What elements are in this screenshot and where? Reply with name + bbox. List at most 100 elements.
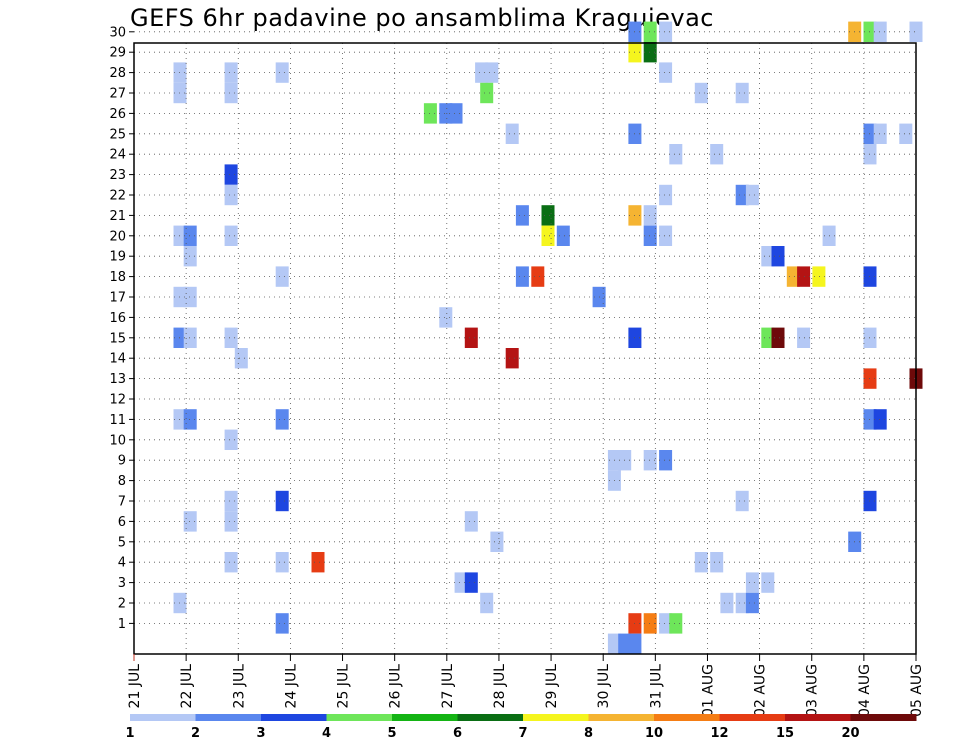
- legend-label: 12: [710, 726, 728, 741]
- legend-swatch: [785, 714, 851, 721]
- y-tick-label: 14: [109, 352, 126, 367]
- heatmap-cell: [183, 409, 197, 430]
- y-tick-label: 26: [109, 107, 126, 122]
- heatmap-cell: [659, 184, 673, 206]
- heatmap-cell: [659, 21, 673, 42]
- y-tick-label: 16: [109, 311, 126, 326]
- legend-swatch: [654, 714, 720, 721]
- x-tick-label: 02 AUG: [753, 664, 769, 717]
- y-tick-label: 1: [118, 617, 126, 632]
- heatmap-cell: [873, 21, 887, 42]
- heatmap-cell: [761, 327, 775, 348]
- heatmap-cell: [183, 225, 197, 246]
- heatmap-cell: [183, 511, 197, 532]
- y-tick-label: 3: [118, 576, 126, 591]
- x-tick-label: 25 JUL: [336, 664, 352, 709]
- legend-swatch: [130, 714, 196, 721]
- heatmap-cell: [659, 450, 673, 471]
- heatmap-cell: [505, 123, 519, 144]
- x-tick-label: 22 JUL: [179, 664, 195, 709]
- legend-swatch: [326, 714, 393, 721]
- heatmap-cell: [873, 409, 887, 430]
- legend-label: 4: [322, 726, 331, 741]
- heatmap-cell: [669, 144, 683, 165]
- y-tick-label: 27: [109, 87, 126, 102]
- heatmap-cell: [556, 225, 570, 246]
- heatmap-cell: [275, 490, 289, 512]
- y-tick-label: 21: [109, 209, 126, 224]
- x-tick-label: 30 JUL: [596, 664, 612, 709]
- legend-label: 3: [256, 726, 265, 741]
- heatmap-cell: [480, 592, 494, 614]
- heatmap-cell: [812, 266, 826, 287]
- legend-label: 1: [125, 726, 134, 741]
- heatmap-cell: [694, 82, 708, 104]
- x-tick-label: 03 AUG: [805, 664, 821, 717]
- plot-frame: [133, 42, 917, 655]
- heatmap-cell: [643, 613, 657, 634]
- heatmap-cell: [275, 409, 289, 430]
- heatmap-cell: [735, 490, 749, 512]
- legend-swatch: [850, 714, 917, 721]
- legend-label: 10: [645, 726, 663, 741]
- y-tick-label: 18: [109, 270, 126, 285]
- heatmap-cell: [224, 552, 238, 573]
- y-tick-label: 4: [118, 556, 126, 571]
- heatmap-cell: [797, 327, 811, 348]
- heatmap-cell: [771, 246, 785, 267]
- legend-label: 8: [584, 726, 593, 741]
- heatmap-cells: [173, 21, 923, 654]
- y-tick-label: 5: [118, 535, 126, 550]
- x-tick-label: 29 JUL: [544, 664, 560, 709]
- y-tick-label: 15: [109, 331, 126, 346]
- x-tick-label: 27 JUL: [440, 664, 456, 709]
- heatmap-cell: [531, 266, 545, 287]
- heatmap-cell: [771, 327, 785, 348]
- heatmap-cell: [643, 225, 657, 246]
- heatmap-cell: [643, 450, 657, 471]
- heatmap-cell: [745, 184, 759, 206]
- legend-label: 6: [453, 726, 462, 741]
- heatmap-cell: [745, 592, 759, 614]
- heatmap-cell: [224, 511, 238, 532]
- chart-title: GEFS 6hr padavine po ansamblima Kragujev…: [130, 4, 714, 32]
- heatmap-cell: [439, 307, 453, 328]
- x-tick-label: 24 JUL: [283, 664, 299, 709]
- heatmap-cell: [643, 42, 657, 63]
- heatmap-cell: [439, 103, 453, 124]
- heatmap-cell: [234, 348, 248, 369]
- grid-lines: [134, 31, 916, 654]
- y-tick-label: 6: [118, 515, 126, 530]
- heatmap-cell: [224, 225, 238, 246]
- heatmap-cell: [710, 552, 724, 573]
- heatmap-cell: [454, 572, 468, 593]
- heatmap-cell: [224, 327, 238, 348]
- legend-swatch: [457, 714, 524, 721]
- y-tick-label: 2: [118, 597, 126, 612]
- heatmap-cell: [735, 184, 749, 206]
- heatmap-cell: [275, 552, 289, 573]
- heatmap-cell: [643, 205, 657, 226]
- legend-swatch: [523, 714, 589, 721]
- heatmap-cell: [659, 62, 673, 83]
- legend-swatch: [195, 714, 262, 721]
- heatmap-cell: [224, 490, 238, 512]
- y-tick-label: 30: [109, 25, 126, 40]
- color-legend: 1 2 3 4 5 6 7 8 10 12 15 20: [125, 714, 917, 741]
- heatmap-cell: [669, 613, 683, 634]
- y-tick-label: 10: [109, 433, 126, 448]
- heatmap-cell: [720, 592, 734, 614]
- heatmap-cell: [224, 429, 238, 450]
- heatmap-cell: [786, 266, 800, 287]
- heatmap-cell: [480, 82, 494, 104]
- heatmap-cell: [541, 205, 555, 226]
- legend-label: 15: [776, 726, 794, 741]
- y-axis-ticks: 1234567891011121314151617181920212223242…: [109, 25, 134, 632]
- heatmap-cell: [183, 246, 197, 267]
- heatmap-cell: [735, 592, 749, 614]
- legend-swatch: [261, 714, 327, 721]
- heatmap-cell: [275, 62, 289, 83]
- heatmap-cell: [275, 266, 289, 287]
- y-tick-label: 19: [109, 250, 126, 265]
